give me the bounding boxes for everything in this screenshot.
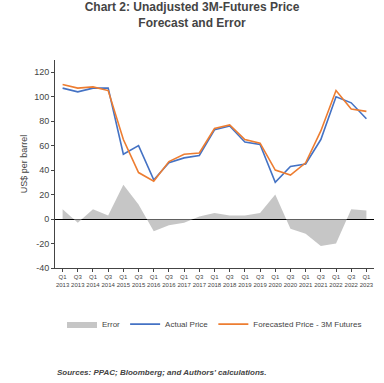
svg-text:Forecasted Price - 3M Futures: Forecasted Price - 3M Futures — [253, 320, 361, 329]
svg-text:60: 60 — [39, 141, 49, 151]
svg-text:Sources: PPAC; Bloomberg; and: Sources: PPAC; Bloomberg; and Authors' c… — [57, 368, 266, 377]
svg-text:-40: -40 — [36, 263, 49, 273]
svg-text:Q12017: Q12017 — [177, 274, 191, 288]
svg-text:Q12013: Q12013 — [56, 274, 70, 288]
svg-text:Q12018: Q12018 — [208, 274, 222, 288]
svg-text:Q32022: Q32022 — [345, 274, 359, 288]
svg-text:Q32017: Q32017 — [193, 274, 207, 288]
svg-text:100: 100 — [34, 92, 49, 102]
svg-text:40: 40 — [39, 165, 49, 175]
svg-text:Error: Error — [102, 320, 120, 329]
svg-text:Chart 2: Unadjusted 3M-Futures: Chart 2: Unadjusted 3M-Futures PriceFore… — [85, 0, 300, 30]
svg-text:Actual Price: Actual Price — [165, 320, 208, 329]
svg-text:Q32013: Q32013 — [71, 274, 85, 288]
svg-text:Q12015: Q12015 — [117, 274, 131, 288]
svg-text:120: 120 — [34, 67, 49, 77]
svg-text:80: 80 — [39, 116, 49, 126]
svg-text:Q12023: Q12023 — [360, 274, 374, 288]
svg-text:Q32015: Q32015 — [132, 274, 146, 288]
svg-text:0: 0 — [44, 214, 49, 224]
svg-text:Q32016: Q32016 — [162, 274, 176, 288]
svg-text:US$ per barrel: US$ per barrel — [19, 135, 29, 194]
svg-text:Q32014: Q32014 — [101, 274, 115, 288]
svg-text:Q12021: Q12021 — [299, 274, 313, 288]
svg-text:Q12022: Q12022 — [329, 274, 343, 288]
svg-text:Q12016: Q12016 — [147, 274, 161, 288]
svg-text:20: 20 — [39, 190, 49, 200]
svg-text:Q12020: Q12020 — [269, 274, 283, 288]
svg-text:Q32019: Q32019 — [253, 274, 267, 288]
svg-text:Q32021: Q32021 — [314, 274, 328, 288]
svg-text:Q32020: Q32020 — [284, 274, 298, 288]
svg-text:Q12019: Q12019 — [238, 274, 252, 288]
svg-text:Q12014: Q12014 — [86, 274, 100, 288]
svg-text:-20: -20 — [36, 239, 49, 249]
svg-text:Q32018: Q32018 — [223, 274, 237, 288]
